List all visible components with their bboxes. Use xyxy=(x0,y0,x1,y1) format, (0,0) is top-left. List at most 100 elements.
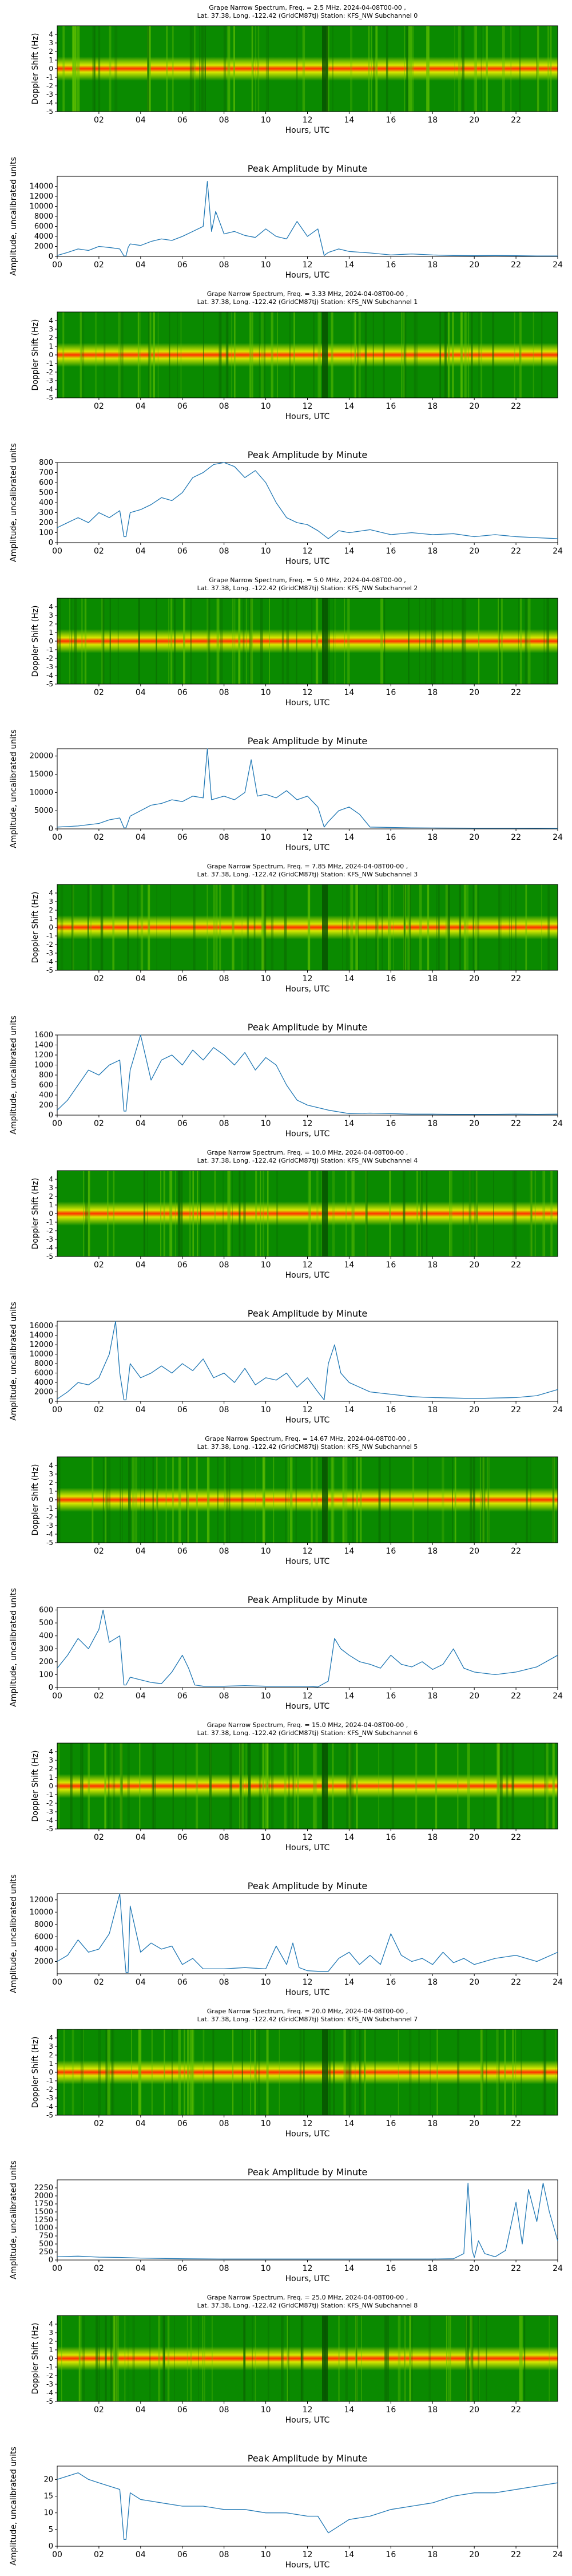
spectrogram-xlabel: Hours, UTC xyxy=(285,2129,330,2139)
subchannel-3-group: Grape Narrow Spectrum, Freq. = 7.85 MHz,… xyxy=(9,863,563,1139)
amplitude-ylabel: Amplitude, uncalibrated units xyxy=(9,157,18,276)
amplitude-ytick-label: 0 xyxy=(49,825,53,833)
spectrogram-xtick-label: 10 xyxy=(261,1261,271,1270)
spectrogram-streak xyxy=(224,1457,226,1543)
spectrogram-streak xyxy=(101,598,104,684)
spectrogram-streak xyxy=(248,1743,251,1829)
amplitude-ytick-label: 1600 xyxy=(34,1031,53,1040)
spectrogram-streak xyxy=(120,312,122,398)
spectrogram-streak xyxy=(349,1743,352,1829)
amplitude-xtick-label: 08 xyxy=(219,1692,229,1701)
spectrogram-streak xyxy=(74,598,77,684)
spectrogram-xtick-label: 10 xyxy=(261,1547,271,1556)
spectrogram-streak xyxy=(345,1171,347,1257)
spectrogram-streak xyxy=(187,1457,189,1543)
spectrogram-streak xyxy=(192,2029,194,2115)
amplitude-xtick-label: 00 xyxy=(52,2264,62,2273)
spectrogram-streak xyxy=(163,1171,165,1257)
spectrogram-streak xyxy=(389,1171,391,1257)
spectrogram-streak xyxy=(498,884,500,970)
spectrogram-subtitle: Lat. 37.38, Long. -122.42 (GridCM87tj) S… xyxy=(197,1443,418,1451)
spectrogram-streak xyxy=(466,884,469,970)
spectrogram-streak xyxy=(498,2029,500,2115)
spectrogram-xtick-label: 08 xyxy=(219,2119,229,2128)
spectrogram-streak xyxy=(550,26,552,112)
amplitude-ytick-label: 700 xyxy=(39,469,53,477)
spectrogram-streak xyxy=(351,1171,353,1257)
spectrogram-xtick-label: 02 xyxy=(94,974,104,983)
spectrogram-streak xyxy=(356,1457,358,1543)
spectrogram-streak xyxy=(58,1457,61,1543)
spectrogram-streak xyxy=(118,312,121,398)
amplitude-frame xyxy=(57,1034,558,1116)
amplitude-ytick-label: 10000 xyxy=(30,203,53,211)
amplitude-ytick-label: 2000 xyxy=(34,2192,53,2200)
spectrogram-streak xyxy=(313,312,315,398)
spectrogram-streak xyxy=(190,598,192,684)
spectrogram-streak xyxy=(115,2316,118,2401)
amplitude-ytick-label: 20000 xyxy=(30,752,53,761)
spectrogram-streak xyxy=(462,1171,464,1257)
spectrogram-streak xyxy=(544,1743,547,1829)
spectrogram-streak xyxy=(358,884,359,970)
amplitude-xtick-label: 22 xyxy=(511,1405,521,1415)
spectrogram-streak xyxy=(549,2316,550,2401)
spectrogram-streak xyxy=(268,26,269,112)
amplitude-xtick-label: 24 xyxy=(553,833,563,842)
spectrogram-streak xyxy=(427,26,430,112)
amplitude-ytick-label: 5000 xyxy=(34,807,53,815)
spectrogram-streak xyxy=(261,312,264,398)
amplitude-xtick-label: 20 xyxy=(469,833,479,842)
amplitude-ytick-label: 6000 xyxy=(34,1933,53,1941)
amplitude-xtick-label: 12 xyxy=(303,833,313,842)
amplitude-xtick-label: 20 xyxy=(469,1692,479,1701)
spectrogram-xtick-label: 04 xyxy=(136,2405,146,2415)
spectrogram-streak xyxy=(264,312,266,398)
spectrogram-streak xyxy=(524,2316,526,2401)
spectrogram-streak xyxy=(315,598,319,684)
spectrogram-streak xyxy=(426,1171,428,1257)
spectrogram-streak xyxy=(127,1743,130,1829)
spectrogram-xtick-label: 18 xyxy=(427,116,438,125)
amplitude-xtick-label: 22 xyxy=(511,1119,521,1128)
spectrogram-streak xyxy=(299,2029,302,2115)
spectrogram-streak xyxy=(249,312,252,398)
spectrogram-subtitle: Lat. 37.38, Long. -122.42 (GridCM87tj) S… xyxy=(197,12,418,19)
spectrogram-streak xyxy=(456,2029,459,2115)
spectrogram-ytick-label: -4 xyxy=(46,1244,53,1252)
amplitude-ytick-label: 10000 xyxy=(30,788,53,797)
amplitude-ytick-label: 15000 xyxy=(30,771,53,779)
spectrogram-streak xyxy=(247,884,249,970)
amplitude-xtick-label: 24 xyxy=(553,260,563,270)
amplitude-ytick-label: 200 xyxy=(39,1658,53,1666)
spectrogram-streak xyxy=(172,1457,173,1543)
spectrogram-streak xyxy=(112,2029,114,2115)
subchannel-5-group: Grape Narrow Spectrum, Freq. = 14.67 MHz… xyxy=(9,1435,563,1711)
amplitude-ytick-label: 800 xyxy=(39,459,53,467)
spectrogram-streak xyxy=(523,2316,525,2401)
spectrogram-streak xyxy=(220,312,222,398)
amplitude-xtick-label: 16 xyxy=(386,1692,396,1701)
spectrogram-streak xyxy=(546,598,550,684)
spectrogram-streak xyxy=(412,26,414,112)
spectrogram-streak xyxy=(327,598,330,684)
amplitude-ytick-label: 1200 xyxy=(34,1051,53,1060)
amplitude-xtick-label: 22 xyxy=(511,547,521,556)
spectrogram-streak xyxy=(248,1743,249,1829)
spectrogram-streak xyxy=(530,1171,533,1257)
amplitude-ytick-label: 8000 xyxy=(34,212,53,221)
amplitude-frame xyxy=(57,1321,558,1402)
spectrogram-streak xyxy=(511,884,512,970)
spectrogram-ytick-label: 0 xyxy=(49,1496,53,1504)
amplitude-frame xyxy=(57,748,558,829)
spectrogram-ylabel: Doppler Shift (Hz) xyxy=(31,33,40,105)
spectrogram-xlabel: Hours, UTC xyxy=(285,2416,330,2425)
amplitude-ytick-label: 600 xyxy=(39,1081,53,1090)
spectrogram-ytick-label: 0 xyxy=(49,65,53,73)
spectrogram-streak xyxy=(214,1171,216,1257)
amplitude-xtick-label: 02 xyxy=(94,1405,104,1415)
spectrogram-streak xyxy=(100,884,104,970)
amplitude-xlabel: Hours, UTC xyxy=(285,843,330,852)
spectrogram-streak xyxy=(332,1457,335,1543)
spectrogram-xtick-label: 06 xyxy=(177,1833,188,1842)
